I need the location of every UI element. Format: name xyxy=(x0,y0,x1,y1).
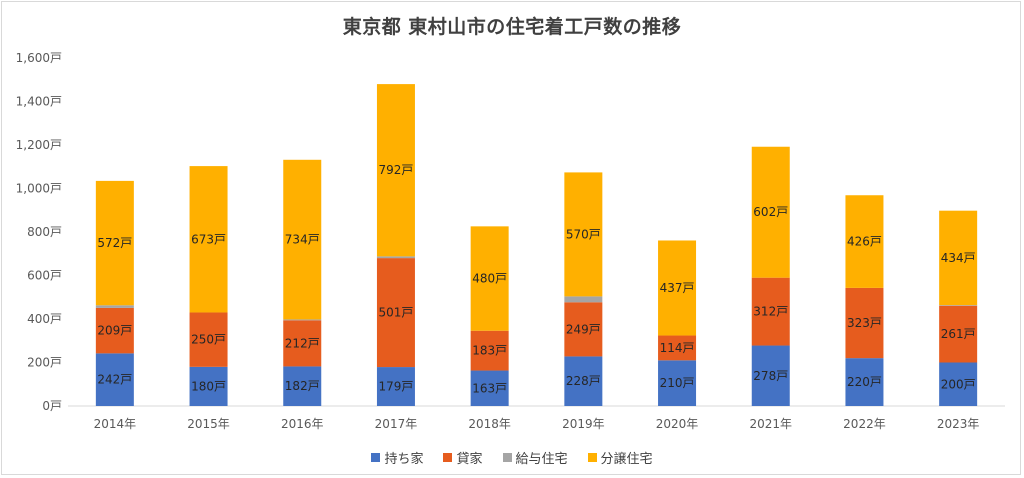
bar-segment xyxy=(376,258,415,368)
bar-segment xyxy=(564,302,603,357)
y-tick-label: 600戸 xyxy=(27,269,62,283)
bar-segment xyxy=(376,256,415,259)
data-label: 426戸 xyxy=(847,235,882,249)
data-label: 249戸 xyxy=(566,322,601,336)
bar-segment xyxy=(658,240,697,336)
bar-segment xyxy=(470,330,509,371)
y-tick-label: 1,000戸 xyxy=(16,182,62,196)
data-label: 480戸 xyxy=(472,272,507,286)
bar-segment xyxy=(189,366,228,406)
data-label: 434戸 xyxy=(941,251,976,265)
bar-segment xyxy=(95,305,134,308)
data-label: 242戸 xyxy=(97,373,132,387)
chart-title: 東京都 東村山市の住宅着工戸数の推移 xyxy=(342,16,682,38)
x-tick-label: 2017年 xyxy=(375,417,418,431)
bar-segment xyxy=(95,307,134,354)
data-label: 220戸 xyxy=(847,375,882,389)
data-label: 212戸 xyxy=(285,336,320,350)
legend: 持ち家 貸家 給与住宅 分譲住宅 xyxy=(0,448,1024,467)
x-tick-label: 2018年 xyxy=(468,417,511,431)
bar-segment xyxy=(376,367,415,406)
legend-item-kashiya: 貸家 xyxy=(443,448,483,467)
legend-label-mochiie: 持ち家 xyxy=(384,452,424,467)
bar-segment xyxy=(751,277,790,346)
bar-segment xyxy=(939,362,978,406)
data-label: 792戸 xyxy=(378,163,413,177)
y-tick-label: 1,400戸 xyxy=(16,95,62,109)
x-tick-label: 2016年 xyxy=(281,417,324,431)
bar-segment xyxy=(283,319,322,321)
x-tick-label: 2020年 xyxy=(656,417,699,431)
bar-segment xyxy=(95,353,134,406)
bar-segment xyxy=(283,320,322,367)
bar-segment xyxy=(564,356,603,406)
data-label: 734戸 xyxy=(285,233,320,247)
data-label: 183戸 xyxy=(472,344,507,358)
data-label: 163戸 xyxy=(472,381,507,395)
data-label: 437戸 xyxy=(660,281,695,295)
x-tick-label: 2015年 xyxy=(187,417,230,431)
data-label: 602戸 xyxy=(753,205,788,219)
x-tick-label: 2014年 xyxy=(94,417,137,431)
bar-segment xyxy=(564,296,603,303)
y-tick-label: 200戸 xyxy=(27,356,62,370)
y-tick-label: 400戸 xyxy=(27,312,62,326)
bar-segment xyxy=(751,345,790,406)
data-label: 182戸 xyxy=(285,379,320,393)
legend-item-kyuyo: 給与住宅 xyxy=(502,448,568,467)
bar-segment xyxy=(283,159,322,320)
bar-segment xyxy=(95,180,134,306)
data-label: 312戸 xyxy=(753,305,788,319)
y-tick-label: 1,600戸 xyxy=(16,51,62,65)
data-label: 261戸 xyxy=(941,327,976,341)
data-label: 673戸 xyxy=(191,232,226,246)
bar-segment xyxy=(658,335,697,361)
data-label: 210戸 xyxy=(660,376,695,390)
data-label: 179戸 xyxy=(378,380,413,394)
legend-item-bunjo: 分譲住宅 xyxy=(587,448,653,467)
bar-segment xyxy=(751,146,790,278)
data-label: 250戸 xyxy=(191,333,226,347)
legend-swatch-kashiya xyxy=(443,453,453,462)
bar-segment xyxy=(189,166,228,313)
bar-segment xyxy=(470,226,509,331)
x-tick-label: 2019年 xyxy=(562,417,605,431)
x-tick-label: 2022年 xyxy=(843,417,886,431)
bar-segment xyxy=(845,195,884,288)
legend-swatch-bunjo xyxy=(587,453,597,462)
data-label: 572戸 xyxy=(97,236,132,250)
bar-segment xyxy=(939,210,978,306)
bar-segment xyxy=(845,287,884,359)
x-tick-label: 2023年 xyxy=(937,417,980,431)
bar-segment xyxy=(845,358,884,406)
legend-label-kashiya: 貸家 xyxy=(456,452,483,467)
bar-segment xyxy=(939,305,978,306)
legend-item-mochiie: 持ち家 xyxy=(371,448,423,467)
data-label: 209戸 xyxy=(97,324,132,338)
legend-label-bunjo: 分譲住宅 xyxy=(600,452,653,467)
bar-segment xyxy=(939,305,978,363)
y-tick-label: 1,200戸 xyxy=(16,138,62,152)
y-tick-label: 0戸 xyxy=(42,399,62,413)
data-label: 180戸 xyxy=(191,379,226,393)
x-tick-label: 2021年 xyxy=(749,417,792,431)
bar-segment xyxy=(283,366,322,406)
data-label: 114戸 xyxy=(660,341,695,355)
bar-segment xyxy=(564,172,603,297)
bar-segment xyxy=(470,370,509,406)
data-label: 228戸 xyxy=(566,374,601,388)
data-label: 323戸 xyxy=(847,316,882,330)
data-label: 570戸 xyxy=(566,227,601,241)
legend-label-kyuyo: 給与住宅 xyxy=(515,452,568,467)
bar-segment xyxy=(189,312,228,367)
y-tick-label: 800戸 xyxy=(27,225,62,239)
data-label: 200戸 xyxy=(941,377,976,391)
legend-swatch-kyuyo xyxy=(502,453,512,462)
data-label: 278戸 xyxy=(753,369,788,383)
data-label: 501戸 xyxy=(378,306,413,320)
bar-segment xyxy=(658,360,697,406)
legend-swatch-mochiie xyxy=(371,453,381,462)
bar-segment xyxy=(376,84,415,257)
